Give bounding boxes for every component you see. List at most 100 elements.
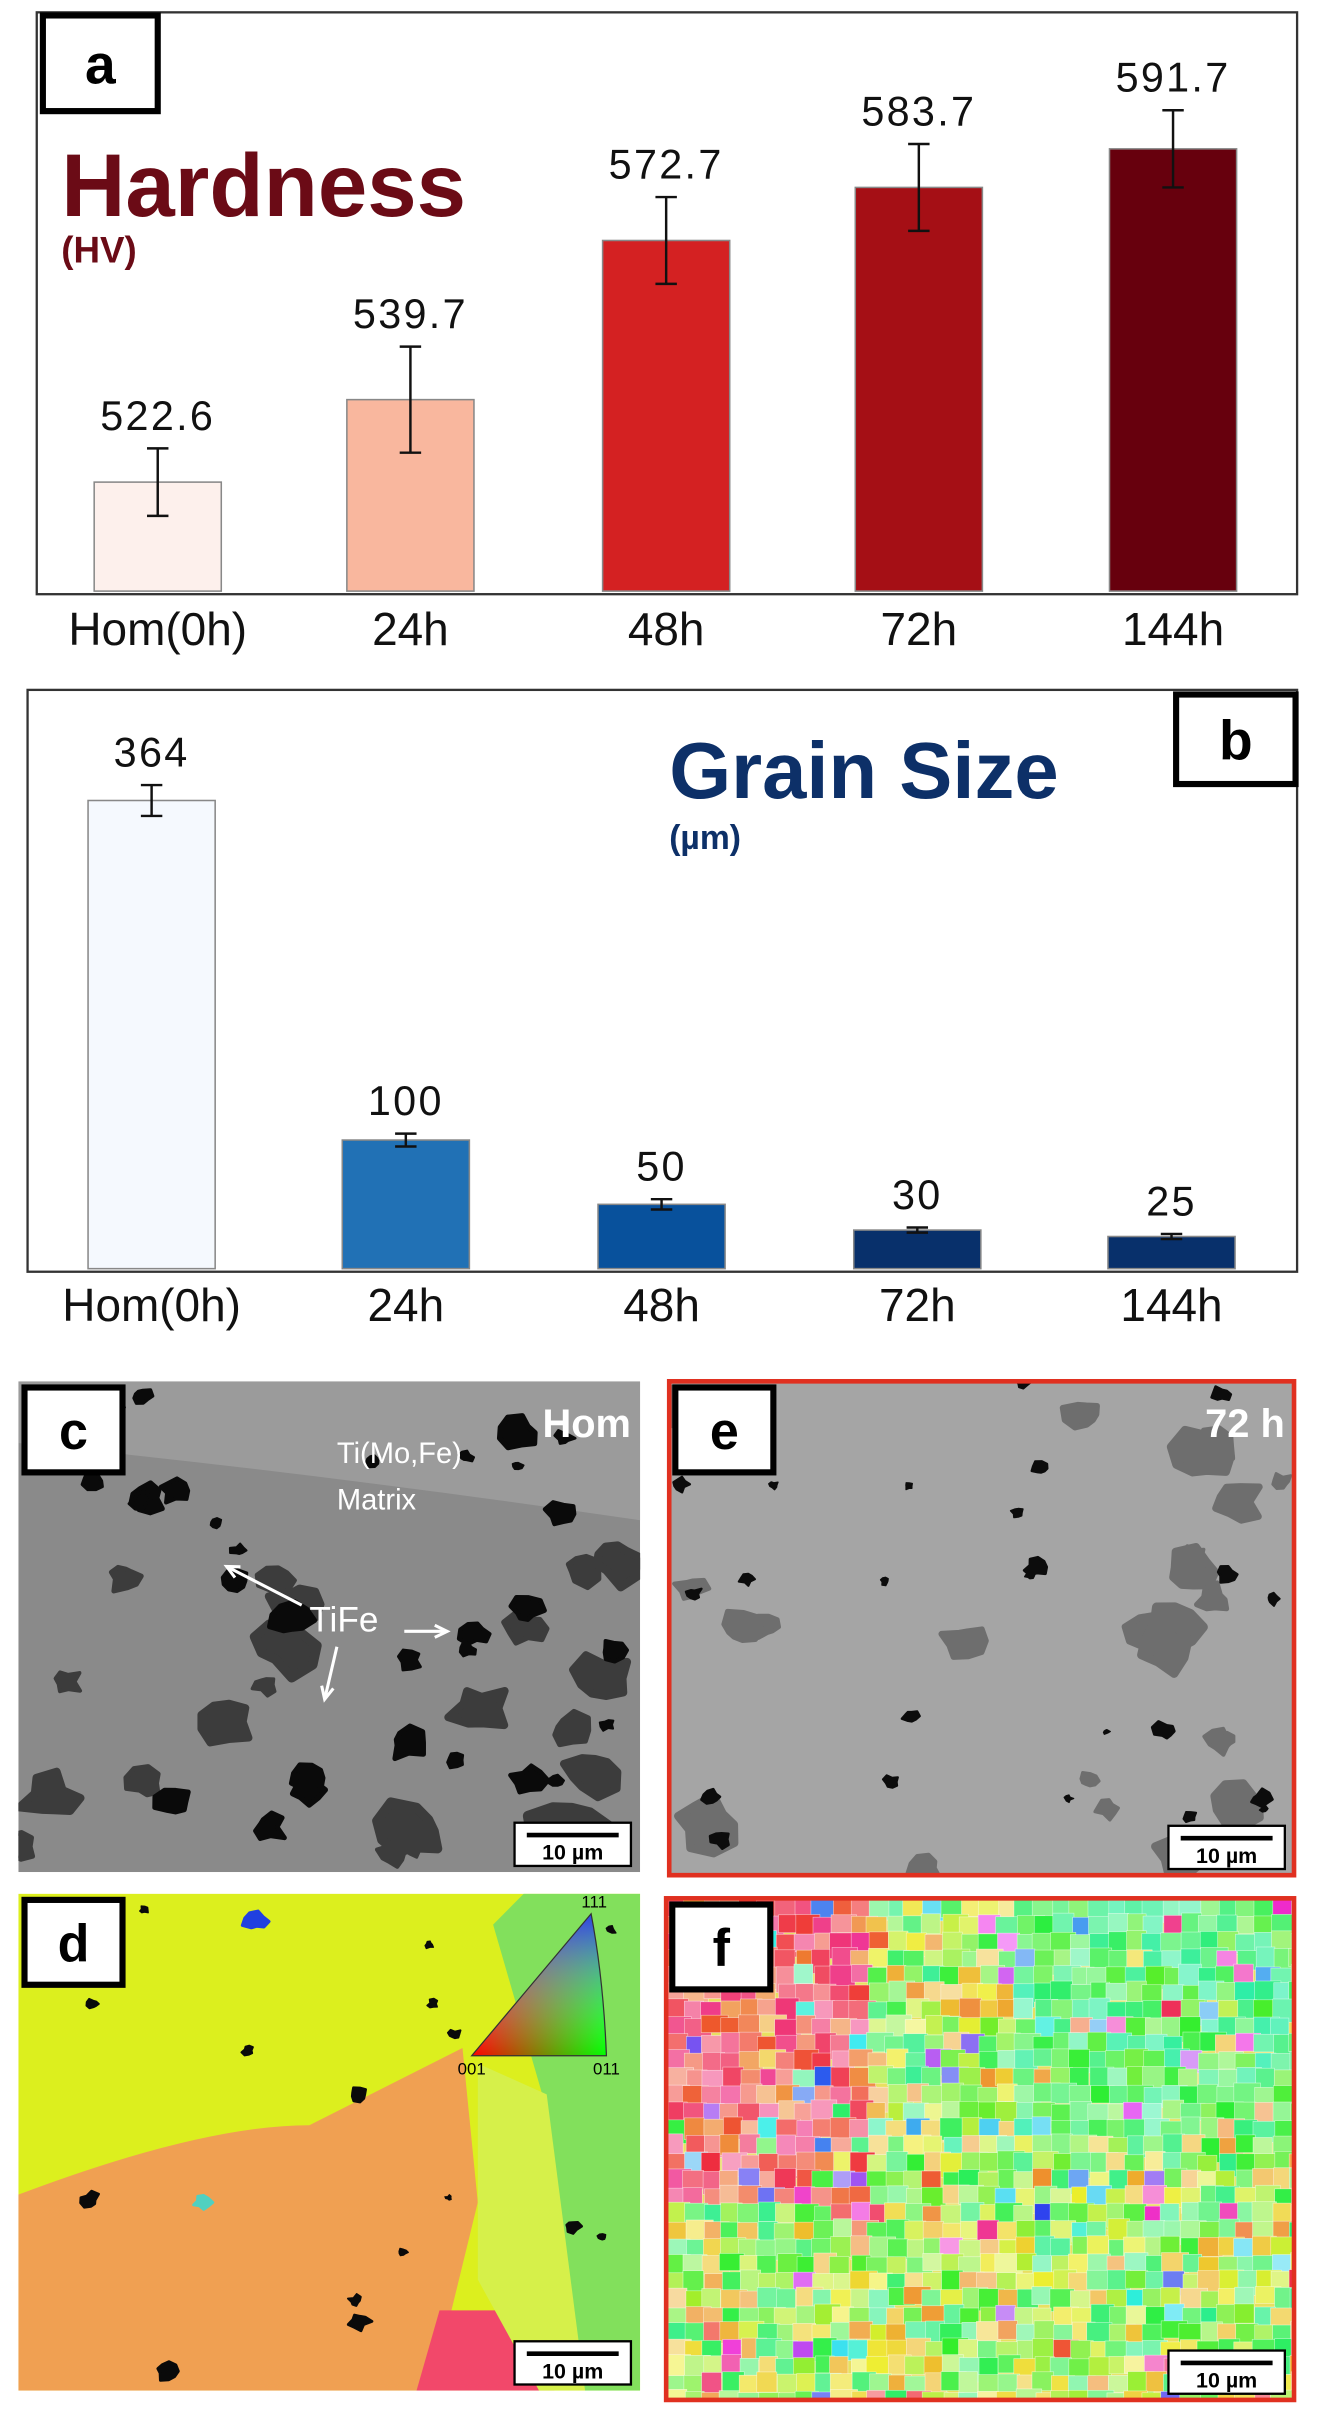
phase-blob bbox=[1009, 1507, 1024, 1519]
grain bbox=[887, 2238, 909, 2260]
phase-blob bbox=[879, 1576, 889, 1587]
phase-blob bbox=[398, 2247, 409, 2257]
phase-blob bbox=[1216, 1564, 1239, 1584]
phase-blob bbox=[905, 1852, 941, 1876]
grain bbox=[1031, 2371, 1054, 2391]
phase-blob bbox=[508, 1595, 547, 1622]
x-tick-label: 48h bbox=[628, 603, 705, 655]
phase-blob bbox=[605, 1924, 617, 1934]
grain bbox=[1292, 2018, 1295, 2041]
phase-blob bbox=[881, 1774, 899, 1789]
grain bbox=[1292, 2119, 1295, 2142]
grain bbox=[1087, 2103, 1111, 2122]
grain bbox=[1141, 2392, 1163, 2400]
phase-blob bbox=[197, 1699, 253, 1747]
grain bbox=[685, 2391, 705, 2400]
grain bbox=[1160, 2391, 1182, 2400]
chart-subtitle: (HV) bbox=[61, 229, 137, 270]
phase-blob bbox=[424, 1940, 435, 1950]
grain bbox=[1124, 2355, 1148, 2374]
grain bbox=[1288, 2269, 1295, 2297]
grain bbox=[1144, 2151, 1166, 2171]
bar bbox=[601, 239, 731, 592]
bar bbox=[1108, 148, 1238, 592]
phase-blob bbox=[1093, 1798, 1120, 1822]
phase-blob bbox=[547, 1773, 565, 1787]
grain bbox=[1050, 2390, 1076, 2400]
phase-blob bbox=[596, 2233, 607, 2241]
arrow bbox=[323, 1646, 339, 1700]
phase-blob bbox=[700, 1787, 722, 1805]
grain bbox=[776, 2134, 796, 2157]
grain bbox=[868, 1947, 890, 1968]
chart-subtitle: (µm) bbox=[669, 819, 741, 857]
phase-blob bbox=[1180, 1544, 1206, 1568]
panel-label-box bbox=[669, 1901, 774, 1993]
grain bbox=[1105, 2152, 1128, 2172]
error-bar bbox=[908, 142, 930, 233]
phase-blob bbox=[18, 1767, 85, 1815]
panel-label-box bbox=[39, 12, 161, 115]
scale-bar-box bbox=[513, 1821, 633, 1868]
grain bbox=[977, 2391, 999, 2400]
phase-blob bbox=[768, 1481, 779, 1491]
grain bbox=[667, 2389, 688, 2400]
phase-blob bbox=[737, 1572, 757, 1587]
grain bbox=[906, 2390, 932, 2400]
grain bbox=[865, 1916, 887, 1935]
x-tick-label: Hom(0h) bbox=[62, 1279, 241, 1331]
scale-bar-label: 10 µm bbox=[542, 1841, 603, 1865]
grain bbox=[866, 2102, 886, 2121]
grain bbox=[996, 2391, 1023, 2400]
grain bbox=[1068, 2389, 1089, 2400]
phase-blob bbox=[1079, 1771, 1101, 1788]
value-label: 522.6 bbox=[100, 392, 215, 439]
phase-blob bbox=[1213, 1730, 1236, 1751]
phase-blob bbox=[542, 1500, 577, 1527]
phase-blob bbox=[253, 1810, 287, 1841]
x-tick-label: 72h bbox=[881, 603, 958, 655]
grain bbox=[682, 2170, 704, 2191]
panel-label-box bbox=[21, 1384, 126, 1476]
error-bar bbox=[147, 447, 169, 518]
x-tick-label: 144h bbox=[1122, 603, 1224, 655]
grain bbox=[737, 2392, 760, 2400]
phase-blob bbox=[708, 1832, 730, 1851]
annotation: Matrix bbox=[337, 1484, 417, 1516]
grain bbox=[847, 2339, 869, 2361]
error-bar bbox=[140, 783, 163, 818]
phase-blob bbox=[1023, 1569, 1036, 1580]
grain bbox=[869, 2373, 892, 2393]
matrix-grain bbox=[18, 1381, 641, 1521]
grain bbox=[833, 2273, 853, 2292]
phase-blob bbox=[250, 1677, 277, 1698]
phase-blob bbox=[1030, 1460, 1049, 1474]
grain bbox=[979, 2152, 1000, 2172]
grain bbox=[1235, 2134, 1256, 2153]
error-bar bbox=[655, 195, 677, 286]
bar bbox=[597, 1203, 726, 1270]
phase-blob bbox=[1059, 1401, 1100, 1431]
phase-blob bbox=[593, 1541, 641, 1592]
scale-bar-label: 10 µm bbox=[1196, 1844, 1257, 1868]
x-tick-label: 72h bbox=[879, 1279, 956, 1331]
value-label: 30 bbox=[892, 1171, 943, 1218]
grain bbox=[1125, 2270, 1149, 2289]
panel-label: c bbox=[59, 1403, 88, 1461]
phase-blob bbox=[1150, 1720, 1176, 1740]
grain bbox=[1035, 2392, 1058, 2400]
grain bbox=[1031, 2286, 1053, 2305]
grain bbox=[794, 2390, 819, 2400]
phase-blob bbox=[346, 2293, 362, 2307]
value-label: 583.7 bbox=[861, 87, 976, 134]
phase-blob bbox=[1102, 1728, 1111, 1735]
grain bbox=[1051, 2048, 1071, 2071]
grain bbox=[865, 2355, 892, 2374]
phase-blob bbox=[508, 1763, 551, 1795]
grain bbox=[1270, 2307, 1292, 2328]
grain-lime bbox=[477, 2063, 585, 2391]
micrograph bbox=[666, 1898, 1295, 2400]
grain bbox=[958, 2392, 978, 2400]
grain bbox=[1123, 2101, 1143, 2121]
